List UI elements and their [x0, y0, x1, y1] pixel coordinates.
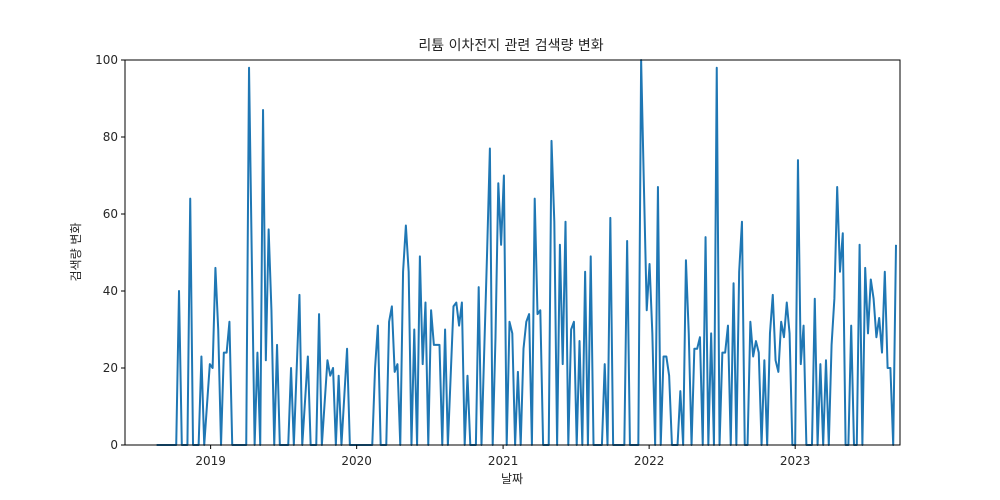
y-tick-label: 0: [110, 438, 118, 452]
y-axis: 0 20 40 60 80 100: [95, 53, 125, 452]
y-tick-label: 100: [95, 53, 118, 67]
y-tick-label: 40: [103, 284, 118, 298]
y-tick-label: 20: [103, 361, 118, 375]
x-axis-label: 날짜: [501, 472, 523, 486]
y-tick-label: 80: [103, 130, 118, 144]
x-tick-label: 2020: [341, 454, 372, 468]
axes-frame: [124, 59, 901, 446]
plot-area: [124, 59, 901, 446]
y-tick-label: 60: [103, 207, 118, 221]
chart-title: 리튬 이차전지 관련 검색량 변화: [418, 38, 603, 54]
x-tick-label: 2023: [780, 454, 811, 468]
x-tick-label: 2021: [488, 454, 519, 468]
x-tick-label: 2022: [634, 454, 665, 468]
x-tick-label: 2019: [195, 454, 226, 468]
series-line: [156, 59, 897, 446]
x-axis: 2019 2020 2021 2022 2023: [195, 445, 810, 468]
y-axis-label: 검색량 변화: [69, 222, 83, 281]
